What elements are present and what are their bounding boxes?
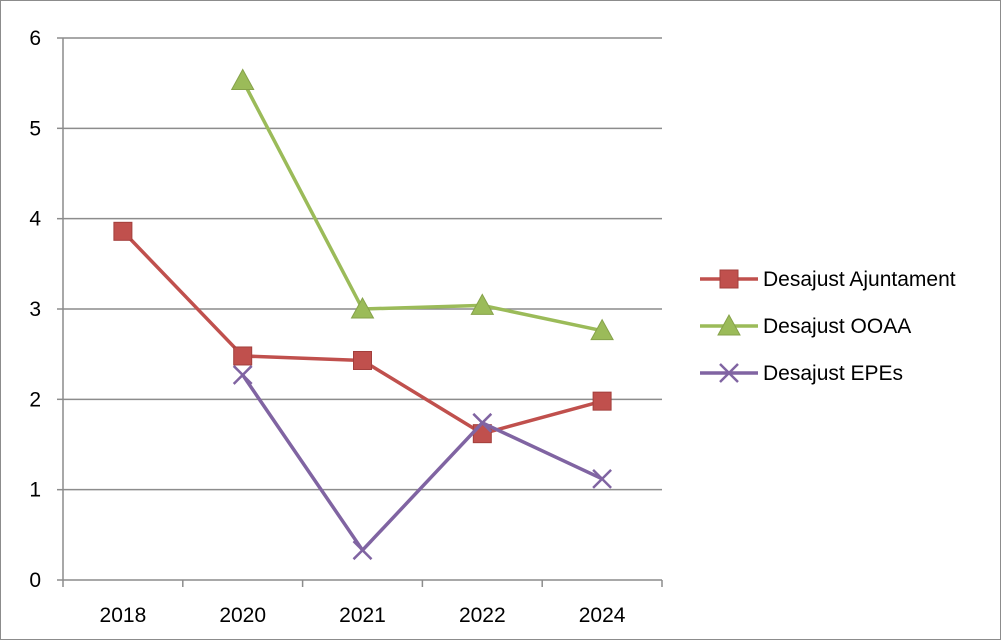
x-marker-stroke	[232, 365, 253, 385]
data-point-desajust-epes	[232, 365, 253, 385]
x-marker-stroke	[352, 540, 373, 561]
data-point-desajust-epes	[592, 468, 612, 489]
series	[113, 68, 614, 561]
series-line-desajust-ajuntament	[121, 230, 603, 436]
axes: 0 1 2 3 4 5 6 2018 2020 2021 2022 2024	[29, 27, 663, 627]
y-tick-label: 0	[29, 569, 41, 592]
series-line-desajust-ooaa	[241, 79, 603, 333]
x-marker-stroke	[472, 412, 493, 433]
data-point-desajust-epes	[352, 540, 373, 561]
data-point-desajust-ajuntament	[113, 221, 133, 241]
series-desajust-epes	[232, 365, 612, 561]
gridlines	[63, 37, 662, 491]
legend-label: Desajust EPEs	[763, 362, 903, 385]
x-tick-label: 2024	[579, 604, 626, 627]
data-point-desajust-ooaa	[350, 296, 375, 319]
series-desajust-ajuntament	[113, 221, 612, 444]
data-point-desajust-ajuntament	[353, 350, 372, 370]
series-line-desajust-epes	[241, 373, 603, 552]
y-tick-label: 6	[29, 27, 41, 50]
legend-swatch-marker	[719, 269, 739, 289]
y-tick-label: 2	[29, 388, 41, 411]
legend-label: Desajust Ajuntament	[763, 268, 956, 291]
data-point-desajust-ajuntament	[233, 346, 253, 366]
x-marker-stroke	[719, 363, 739, 383]
y-tick-label: 4	[29, 208, 41, 231]
series-desajust-ooaa	[230, 68, 614, 341]
data-point-desajust-ooaa	[590, 318, 614, 341]
x-tick-label: 2021	[339, 604, 386, 627]
x-tick-label: 2022	[459, 604, 506, 627]
x-tick-label: 2018	[100, 604, 147, 627]
y-tick-label: 3	[29, 298, 41, 321]
x-tick-label: 2020	[219, 604, 266, 627]
legend-label: Desajust OOAA	[763, 315, 911, 338]
y-tick-label: 1	[29, 479, 41, 502]
legend-swatch-marker	[717, 313, 741, 336]
legend-item-desajust-ooaa: Desajust OOAA	[700, 313, 911, 338]
y-tick-label: 5	[29, 117, 41, 140]
data-point-desajust-ooaa	[230, 68, 255, 90]
data-point-desajust-ajuntament	[592, 391, 612, 411]
legend: Desajust Ajuntament Desajust OOAA Desajust…	[700, 268, 956, 385]
legend-item-desajust-epes: Desajust EPEs	[700, 362, 903, 385]
legend-swatch-marker	[719, 363, 739, 383]
x-marker-stroke	[592, 468, 612, 489]
data-point-desajust-ooaa	[470, 293, 495, 315]
legend-item-desajust-ajuntament: Desajust Ajuntament	[700, 268, 956, 291]
data-point-desajust-epes	[472, 412, 493, 433]
